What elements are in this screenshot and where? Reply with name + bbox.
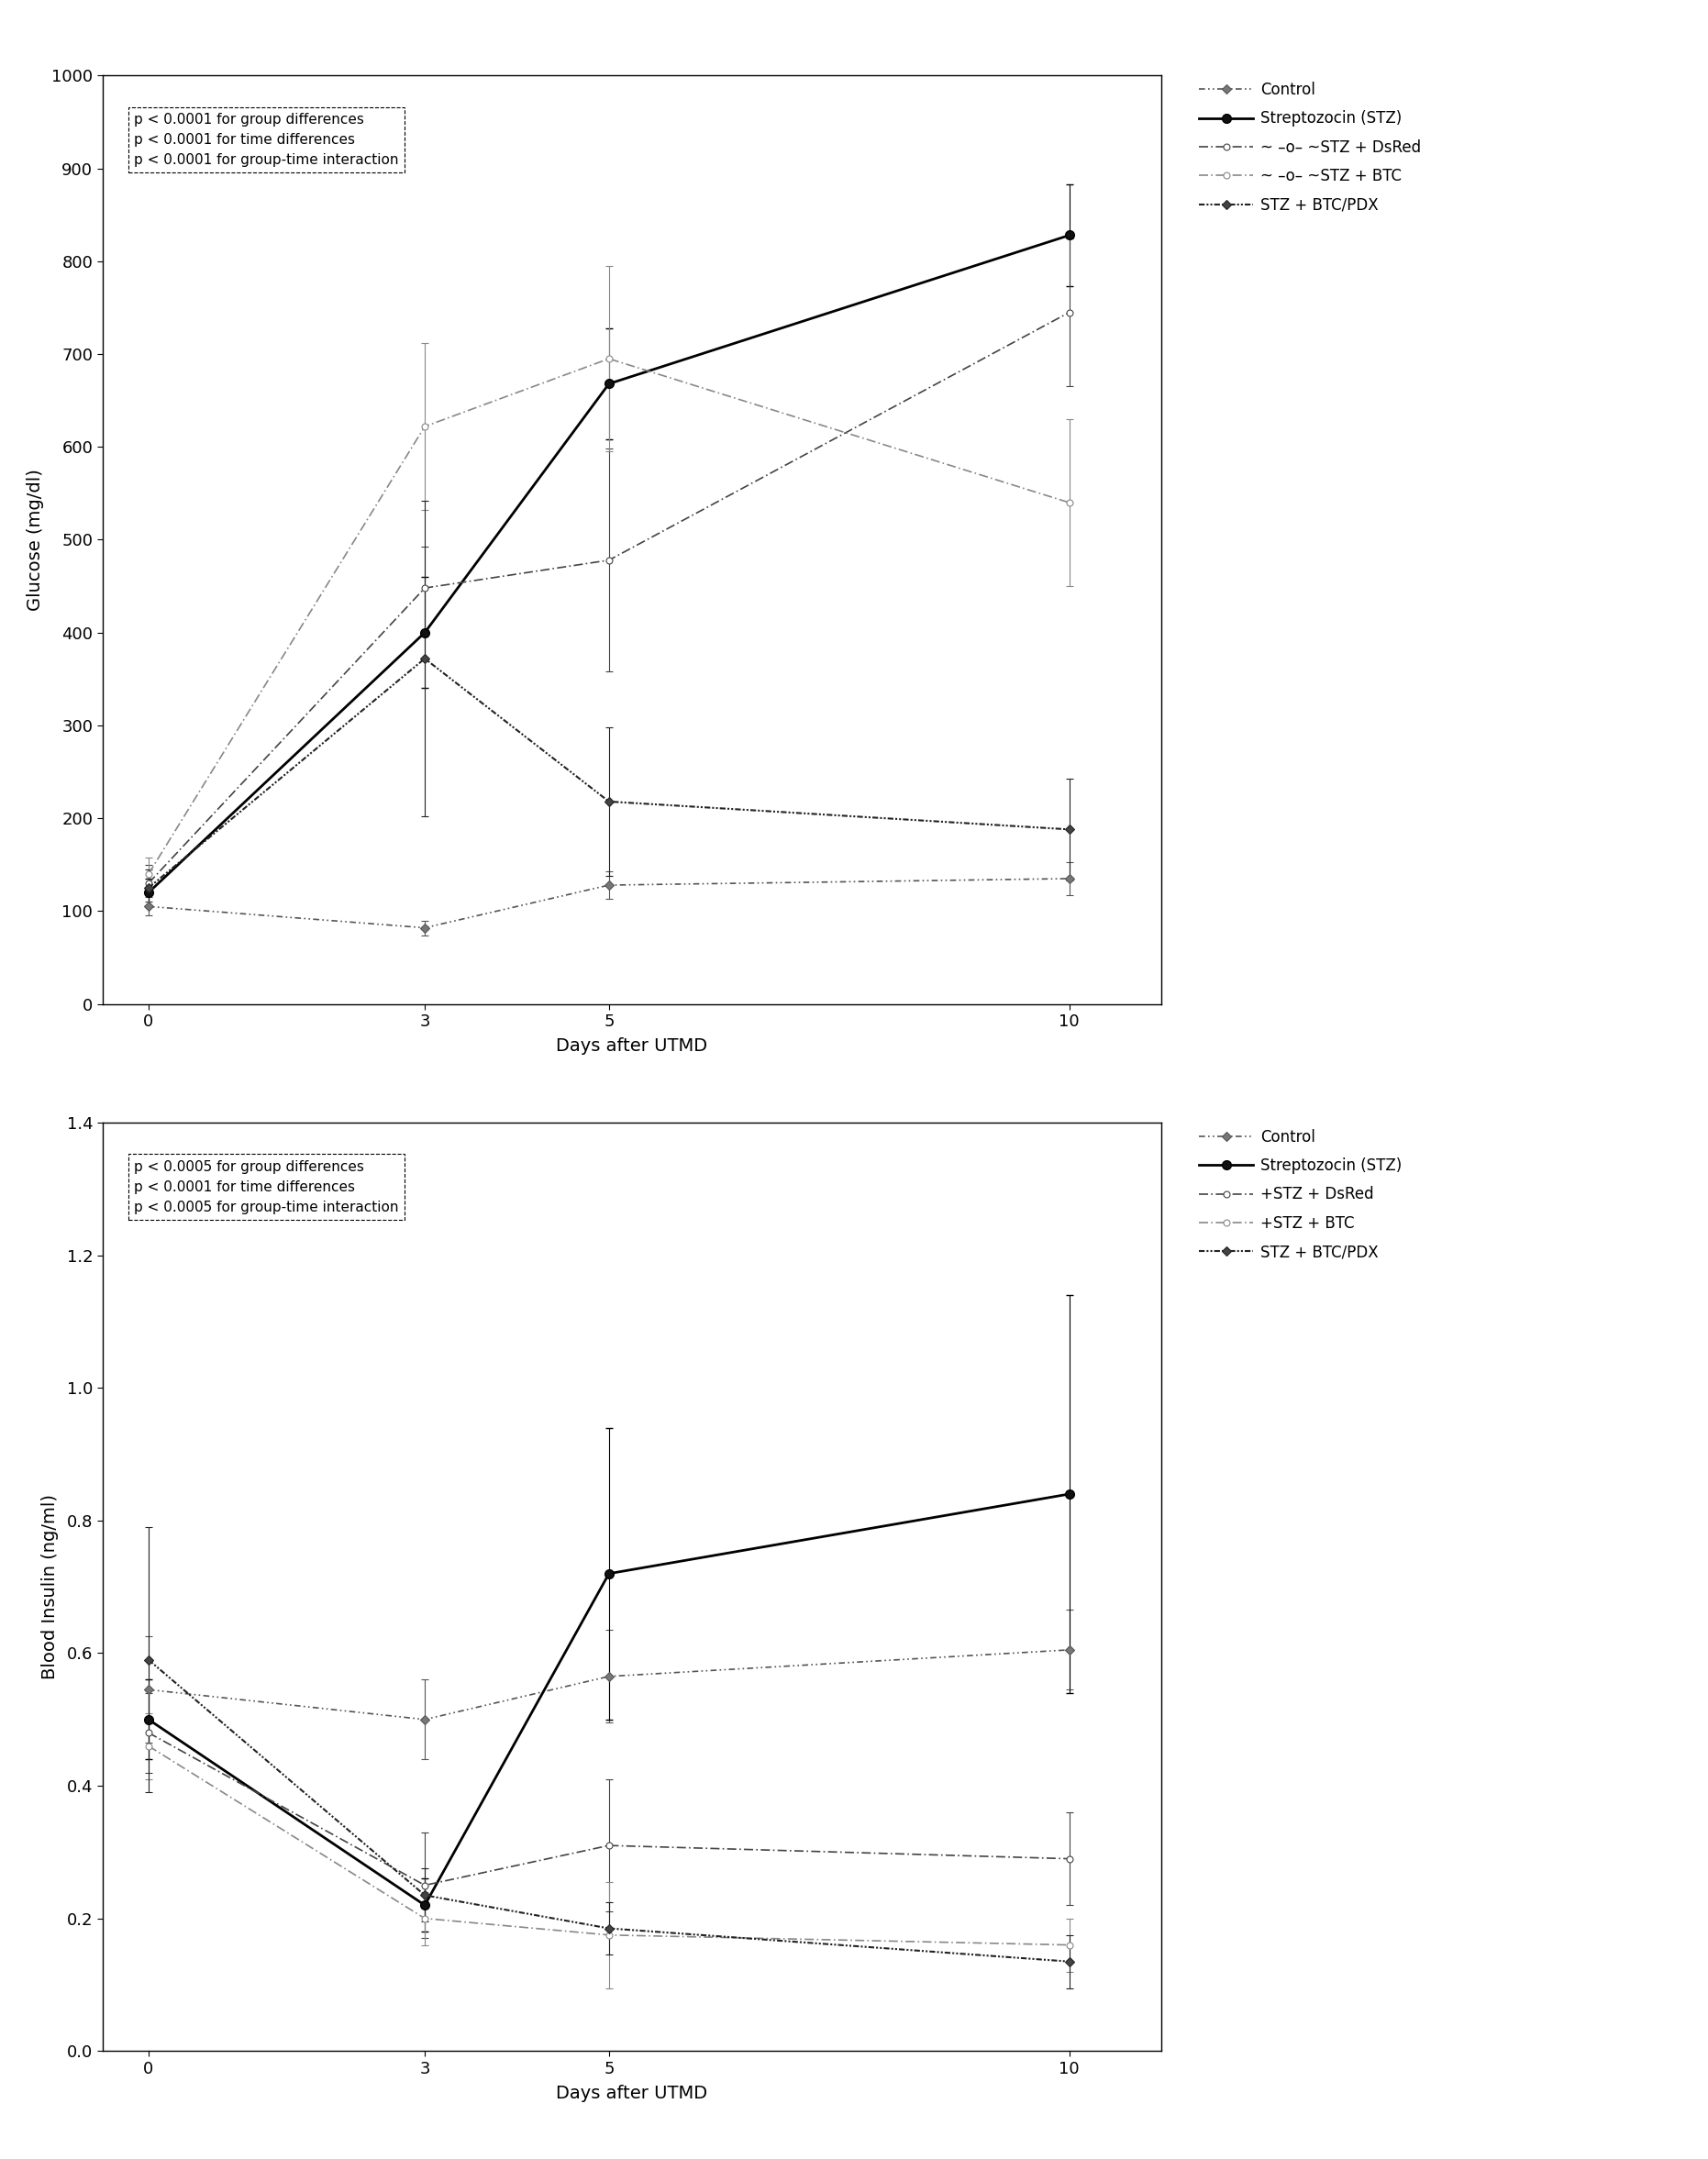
Y-axis label: Glucose (mg/dl): Glucose (mg/dl) <box>26 469 44 611</box>
X-axis label: Days after UTMD: Days after UTMD <box>557 2086 707 2103</box>
Legend: Control, Streptozocin (STZ), ~ –o– ~STZ + DsRed, ~ –o– ~STZ + BTC, STZ + BTC/PDX: Control, Streptozocin (STZ), ~ –o– ~STZ … <box>1194 76 1428 220</box>
X-axis label: Days after UTMD: Days after UTMD <box>557 1038 707 1056</box>
Y-axis label: Blood Insulin (ng/ml): Blood Insulin (ng/ml) <box>41 1494 60 1680</box>
Text: p < 0.0001 for group differences
p < 0.0001 for time differences
p < 0.0001 for : p < 0.0001 for group differences p < 0.0… <box>135 112 400 166</box>
Text: p < 0.0005 for group differences
p < 0.0001 for time differences
p < 0.0005 for : p < 0.0005 for group differences p < 0.0… <box>135 1159 400 1213</box>
Legend: Control, Streptozocin (STZ), +STZ + DsRed, +STZ + BTC, STZ + BTC/PDX: Control, Streptozocin (STZ), +STZ + DsRe… <box>1194 1123 1407 1267</box>
